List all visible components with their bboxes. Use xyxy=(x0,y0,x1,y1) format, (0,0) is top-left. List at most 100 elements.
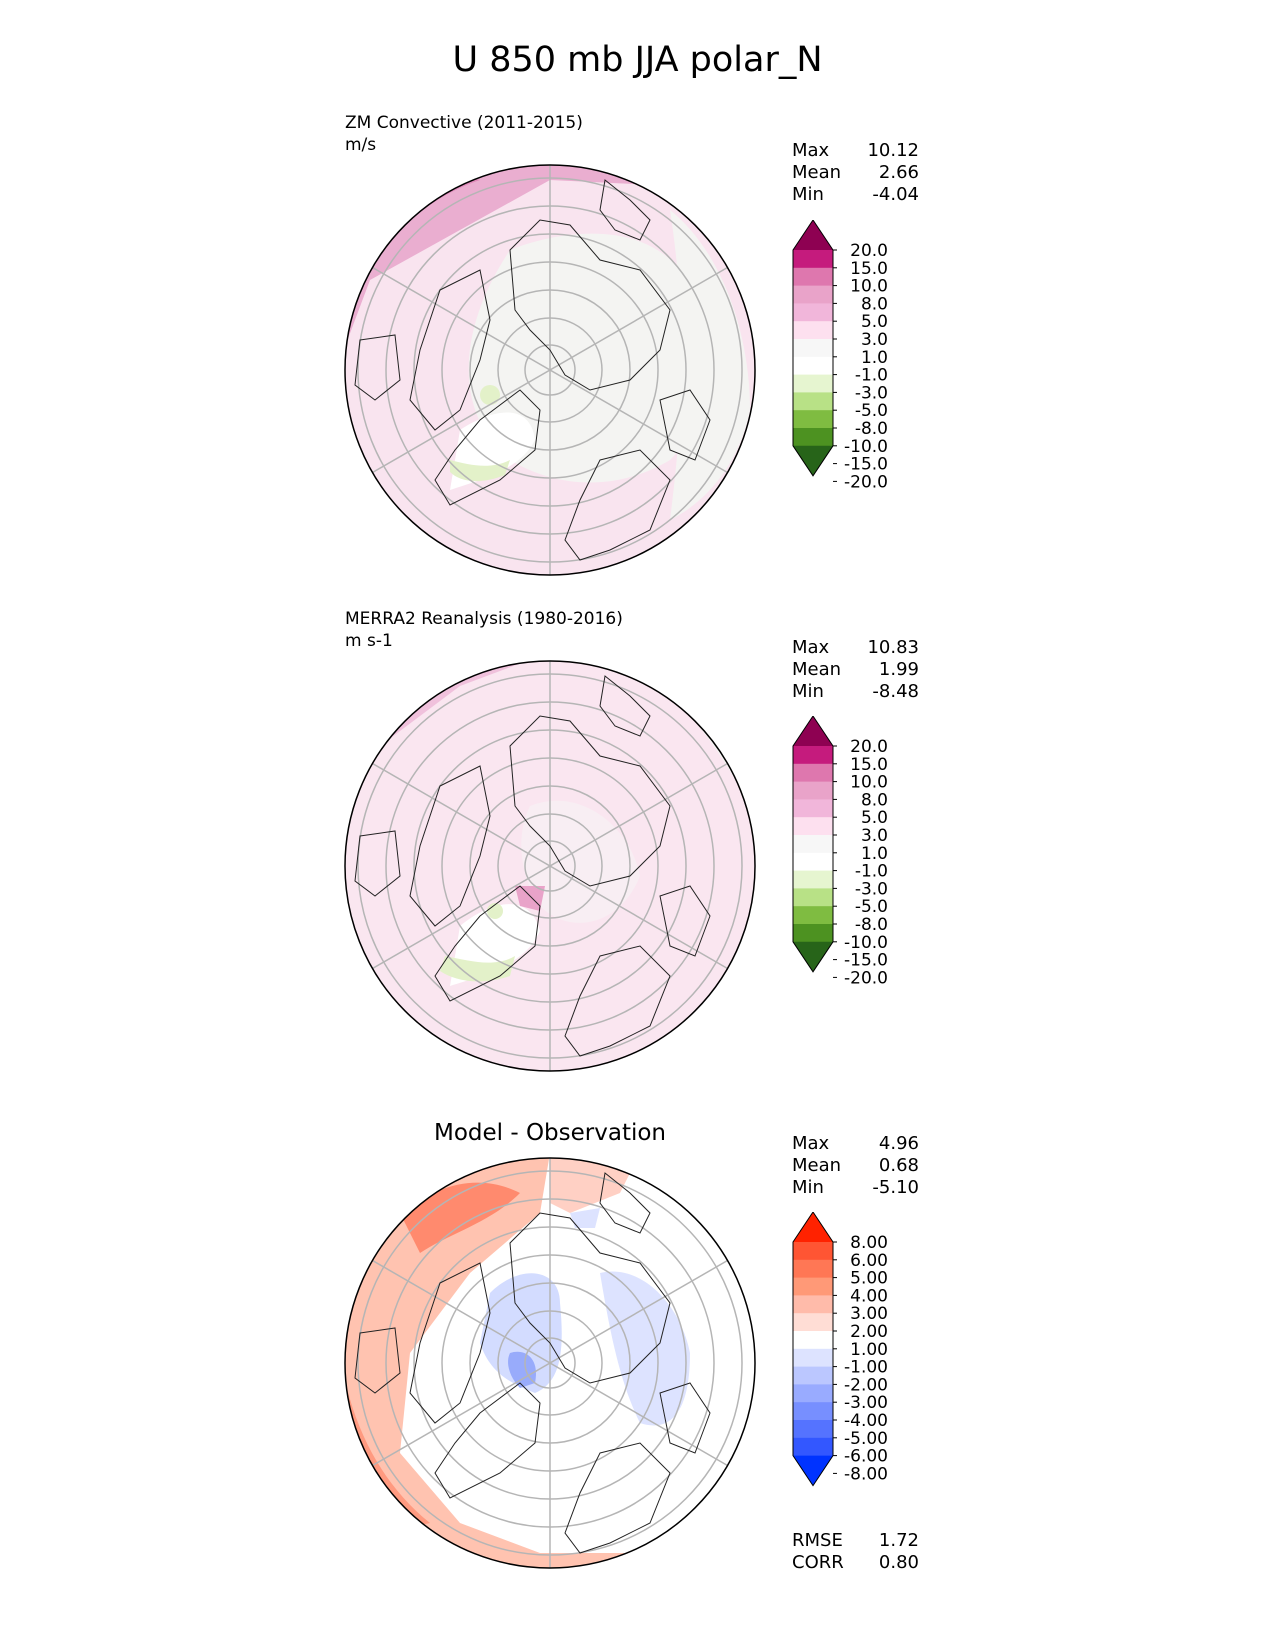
ref-colorbar-tick-label: -1.0 xyxy=(855,862,888,882)
diff-colorbar-segment xyxy=(793,1366,833,1385)
ref-colorbar-tick-label: -20.0 xyxy=(844,968,888,988)
ref-colorbar-segment xyxy=(793,781,833,800)
diff-colorbar-segment xyxy=(793,1384,833,1403)
test-panel-title: ZM Convective (2011-2015) m/s xyxy=(345,112,583,156)
diff-stats: Max 4.96 Mean 0.68 Min -5.10 xyxy=(792,1133,919,1199)
ref-min-label: Min xyxy=(792,681,824,702)
test-colorbar-tick-label: 20.0 xyxy=(850,241,888,261)
diff-colorbar-extend-min xyxy=(793,1455,833,1486)
diff-colorbar-tick-label: 8.00 xyxy=(850,1233,888,1253)
test-colorbar-segment xyxy=(793,250,833,269)
diff-colorbar-segment xyxy=(793,1348,833,1368)
ref-mean-value: 1.99 xyxy=(878,659,919,680)
ref-colorbar-tick-label: 20.0 xyxy=(850,737,888,757)
ref-max-label: Max xyxy=(792,637,830,658)
ref-colorbar-tick-label: 1.0 xyxy=(861,844,888,864)
ref-colorbar-segment xyxy=(793,852,833,872)
diff-min-value: -5.10 xyxy=(872,1177,919,1198)
diff-mean-value: 0.68 xyxy=(878,1155,919,1176)
test-colorbar-segment xyxy=(793,339,833,358)
ref-colorbar-segment xyxy=(793,870,833,889)
ref-colorbar-tick-label: 3.0 xyxy=(861,826,888,846)
test-colorbar-segment xyxy=(793,392,833,411)
diff-colorbar-segment xyxy=(793,1437,833,1457)
test-colorbar-segment xyxy=(793,285,833,304)
diff-colorbar-segment xyxy=(793,1420,833,1439)
ref-colorbar-tick-label: -3.0 xyxy=(855,879,888,899)
ref-colorbar-segment xyxy=(793,817,833,836)
ref-colorbar-segment xyxy=(793,888,833,907)
diff-max-label: Max xyxy=(792,1133,830,1154)
ref-colorbar-tick-label: 10.0 xyxy=(850,773,888,793)
diff-mean-label: Mean xyxy=(792,1155,842,1176)
ref-colorbar-tick-label: -5.0 xyxy=(855,897,888,917)
diff-colorbar-tick-label: 1.00 xyxy=(850,1340,888,1360)
ref-min-value: -8.48 xyxy=(872,681,919,702)
figure-title: U 850 mb JJA polar_N xyxy=(452,40,823,80)
diff-colorbar-segment xyxy=(793,1242,833,1261)
diff-colorbar-extend-max xyxy=(793,1212,833,1242)
ref-colorbar-tick-label: 8.0 xyxy=(861,790,888,810)
test-colorbar-segment xyxy=(793,267,833,287)
ref-name: MERRA2 Reanalysis (1980-2016) xyxy=(345,609,623,629)
test-colorbar-tick-label: 1.0 xyxy=(861,348,888,368)
diff-colorbar-segment xyxy=(793,1259,833,1279)
ref-colorbar-segment xyxy=(793,924,833,943)
test-mean-label: Mean xyxy=(792,162,842,183)
diff-colorbar-tick-label: -8.00 xyxy=(844,1464,888,1484)
ref-polar-map xyxy=(344,660,756,1072)
diff-colorbar-tick-label: 2.00 xyxy=(850,1322,888,1342)
test-colorbar-segment xyxy=(793,428,833,447)
ref-colorbar-segment xyxy=(793,835,833,854)
ref-colorbar-tick-label: 15.0 xyxy=(850,755,888,775)
ref-colorbar-tick-label: -10.0 xyxy=(844,933,888,953)
test-colorbar-segment xyxy=(793,356,833,376)
test-colorbar-extend-min xyxy=(793,445,833,476)
test-max-value: 10.12 xyxy=(867,140,919,161)
test-colorbar: 20.015.010.08.05.03.01.0-1.0-3.0-5.0-8.0… xyxy=(792,220,888,492)
diff-colorbar-tick-label: -2.00 xyxy=(844,1375,888,1395)
ref-colorbar-segment xyxy=(793,763,833,783)
ref-colorbar-segment xyxy=(793,799,833,818)
test-colorbar-segment xyxy=(793,410,833,429)
diff-colorbar-tick-label: -3.00 xyxy=(844,1393,888,1413)
diff-colorbar-segment xyxy=(793,1313,833,1332)
test-mean-value: 2.66 xyxy=(878,162,919,183)
diff-colorbar-segment xyxy=(793,1331,833,1350)
test-stats: Max 10.12 Mean 2.66 Min -4.04 xyxy=(792,140,919,206)
diff-metrics: RMSE 1.72 CORR 0.80 xyxy=(792,1530,919,1574)
diff-polar-map xyxy=(344,1157,756,1569)
rmse-label: RMSE xyxy=(792,1530,843,1551)
diff-colorbar-tick-label: -4.00 xyxy=(844,1411,888,1431)
test-name: ZM Convective (2011-2015) xyxy=(345,113,583,133)
test-colorbar-segment xyxy=(793,303,833,322)
test-colorbar-tick-label: 8.0 xyxy=(861,294,888,314)
diff-colorbar-tick-label: 4.00 xyxy=(850,1286,888,1306)
ref-colorbar-extend-min xyxy=(793,941,833,972)
diff-colorbar-tick-label: -5.00 xyxy=(844,1429,888,1449)
test-max-label: Max xyxy=(792,140,830,161)
test-colorbar-tick-label: 10.0 xyxy=(850,277,888,297)
ref-stats: Max 10.83 Mean 1.99 Min -8.48 xyxy=(792,637,919,703)
ref-units: m s-1 xyxy=(345,631,393,651)
diff-colorbar-tick-label: 3.00 xyxy=(850,1304,888,1324)
ref-mean-label: Mean xyxy=(792,659,842,680)
ref-colorbar-tick-label: -15.0 xyxy=(844,951,888,971)
test-colorbar-tick-label: 15.0 xyxy=(850,259,888,279)
ref-max-value: 10.83 xyxy=(867,637,919,658)
diff-colorbar: 8.006.005.004.003.002.001.00-1.00-2.00-3… xyxy=(792,1212,888,1487)
diff-colorbar-tick-label: -6.00 xyxy=(844,1447,888,1467)
diff-min-label: Min xyxy=(792,1177,824,1198)
test-min-label: Min xyxy=(792,184,824,205)
diff-colorbar-tick-label: 5.00 xyxy=(850,1269,888,1289)
test-colorbar-tick-label: 5.0 xyxy=(861,312,888,332)
test-polar-map xyxy=(344,164,756,576)
diff-colorbar-tick-label: 6.00 xyxy=(850,1251,888,1271)
ref-colorbar-extend-max xyxy=(793,716,833,746)
test-colorbar-tick-label: -1.0 xyxy=(855,366,888,386)
corr-value: 0.80 xyxy=(878,1552,919,1573)
test-colorbar-tick-label: -15.0 xyxy=(844,455,888,475)
test-colorbar-tick-label: -3.0 xyxy=(855,383,888,403)
test-colorbar-tick-label: 3.0 xyxy=(861,330,888,350)
test-units: m/s xyxy=(345,135,377,155)
